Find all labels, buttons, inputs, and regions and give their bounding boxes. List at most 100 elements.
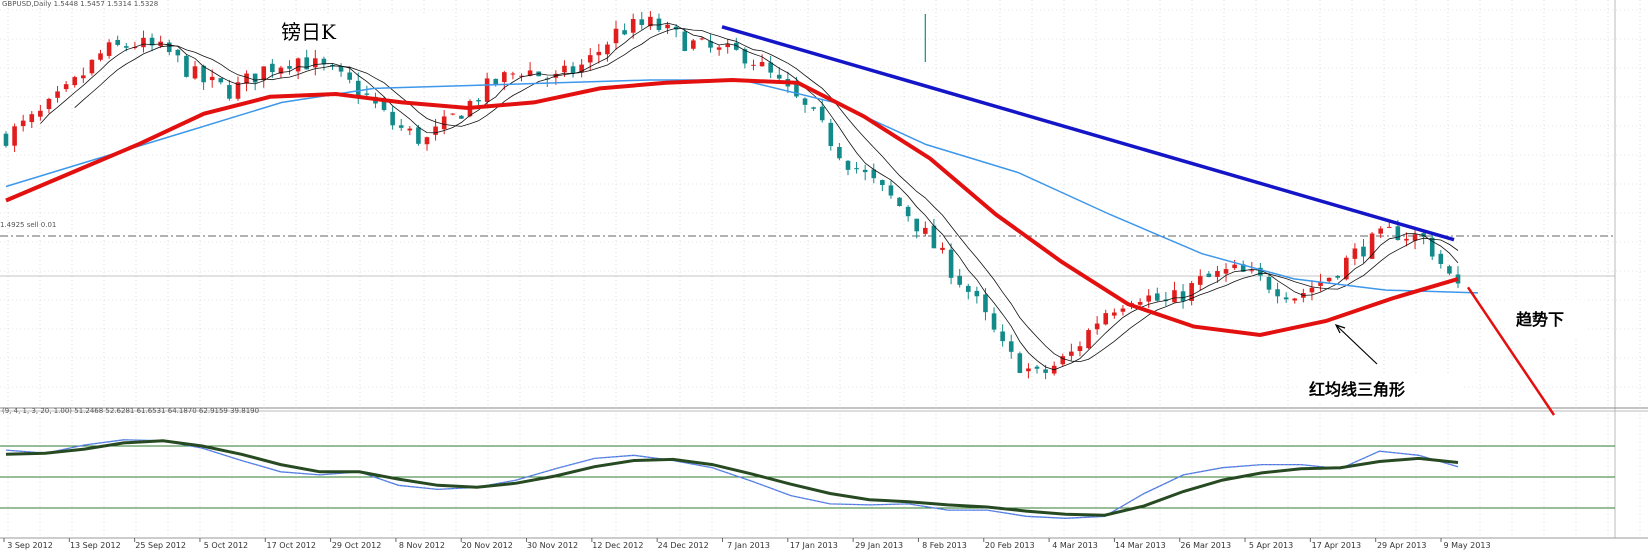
candle-body [3, 133, 9, 146]
candle-body [98, 53, 103, 60]
ma-red [5, 77, 1459, 338]
x-tick-label: 9 May 2013 [1443, 541, 1490, 550]
candle-body [845, 160, 851, 170]
x-tick-label: 17 Oct 2012 [267, 541, 316, 550]
candle-body [837, 146, 842, 159]
candle-body [613, 28, 619, 44]
candle-body [527, 70, 533, 76]
x-tick-label: 13 Sep 2012 [70, 541, 121, 550]
candle-body [1240, 264, 1246, 272]
x-tick-label: 12 Dec 2012 [592, 541, 643, 550]
candle-body [1378, 228, 1383, 234]
candle-body [957, 275, 962, 285]
candle-body [871, 169, 877, 179]
candle-body [441, 116, 447, 130]
candle-body [1206, 273, 1212, 278]
candle-body [725, 44, 731, 48]
candle-body [1283, 297, 1289, 300]
overlays [5, 22, 1556, 416]
candle-body [416, 127, 421, 144]
candle-body [1137, 302, 1143, 305]
candle-body [115, 39, 120, 45]
candle-body [888, 185, 894, 196]
candle-body [235, 82, 241, 99]
candle-body [519, 75, 524, 77]
x-tick-label: 14 Mar 2013 [1115, 541, 1166, 550]
x-tick-label: 17 Apr 2013 [1312, 541, 1361, 550]
candle-body [1180, 291, 1186, 302]
candle-body [691, 40, 696, 49]
candle-body [1421, 233, 1426, 237]
chart-header: GBPUSD,Daily 1.5448 1.5457 1.5314 1.5328 [2, 0, 158, 8]
x-axis: 3 Sep 2012 13 Sep 2012 25 Sep 2012 5 Oct 20… [3, 538, 1491, 550]
candle-body [1447, 266, 1452, 274]
candle-body [459, 115, 464, 119]
candle-body [665, 24, 670, 29]
candle-body [20, 120, 26, 127]
x-tick-label: 29 Oct 2012 [332, 541, 381, 550]
candle-body [991, 313, 997, 330]
candle-body [63, 84, 69, 90]
candle-body [476, 100, 481, 102]
candle-body [407, 128, 413, 131]
candle-body [605, 44, 610, 55]
candle-body [287, 66, 292, 69]
oscillator-pane [0, 439, 1615, 519]
candle-body [192, 66, 198, 79]
candle-body [355, 80, 361, 96]
x-tick-label: 26 Mar 2013 [1180, 541, 1231, 550]
candle-body [364, 93, 370, 95]
x-tick-label: 29 Apr 2013 [1377, 541, 1426, 550]
candle-body [699, 38, 705, 40]
candle-body [1189, 283, 1194, 301]
candle-body [123, 46, 129, 48]
candle-body [390, 111, 395, 126]
candle-body [648, 16, 653, 27]
candle-body [897, 197, 902, 206]
x-tick-label: 7 Jan 2013 [727, 541, 770, 550]
candle-body [965, 285, 971, 292]
x-tick-label: 30 Nov 2012 [527, 541, 578, 550]
candle-body [768, 62, 773, 73]
annotation-arrowhead [1334, 323, 1346, 334]
candle-body [1094, 323, 1100, 330]
candle-body [433, 126, 438, 135]
x-tick-label: 29 Jan 2013 [855, 541, 903, 550]
candle-body [55, 91, 60, 98]
candle-body [1120, 308, 1126, 312]
x-tick-label: 24 Dec 2012 [658, 541, 709, 550]
candle-body [905, 206, 911, 217]
candle-body [682, 31, 688, 51]
candle-body [141, 37, 146, 48]
candle-body [1361, 246, 1366, 257]
candle-body [398, 125, 404, 128]
candle-body [828, 122, 834, 146]
x-tick-label: 3 Sep 2012 [7, 541, 53, 550]
candle-body [1429, 237, 1435, 257]
candle-body [759, 61, 765, 67]
candle-body [1103, 313, 1109, 325]
candle-body [72, 77, 78, 86]
candle-body [639, 19, 645, 25]
chart-title: 镑日K [281, 20, 337, 44]
candle-body [1034, 366, 1040, 369]
candle-body [38, 110, 43, 117]
candle-body [1060, 356, 1066, 365]
annotation-arrow [1336, 325, 1378, 365]
osc-slow-line [5, 439, 1459, 517]
candle-body [149, 37, 155, 46]
candle-body [201, 65, 206, 83]
candle-body [252, 73, 258, 83]
ma-mid-black [74, 27, 1459, 363]
candle-body [587, 55, 593, 63]
candle-body [1335, 275, 1341, 278]
candle-body [1309, 287, 1315, 293]
candle-body [940, 247, 945, 250]
candle-body [570, 66, 576, 74]
candle-body [1069, 351, 1074, 356]
candle-body [227, 85, 232, 99]
candle-body [742, 49, 748, 64]
candle-body [313, 58, 318, 68]
candle-body [862, 169, 868, 173]
